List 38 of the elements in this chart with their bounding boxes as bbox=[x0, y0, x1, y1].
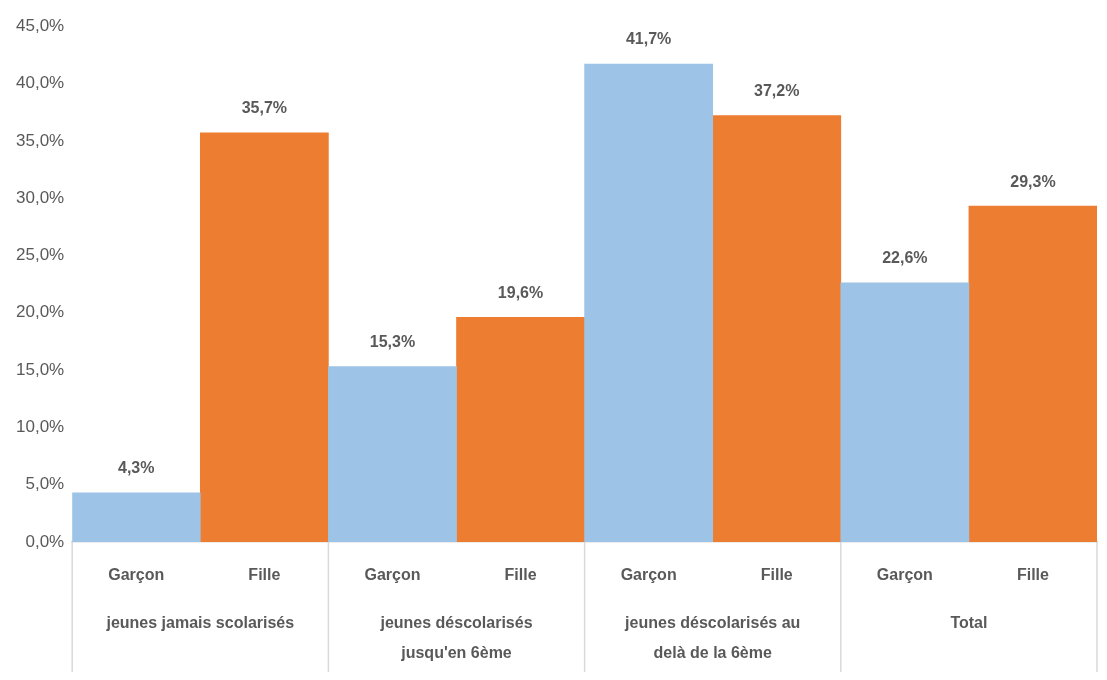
text: Garçon bbox=[876, 566, 933, 584]
x-tick-label: Total bbox=[950, 614, 988, 632]
x-tick-label: jeunes déscolarisés au delà de la 6ème bbox=[624, 614, 801, 662]
bar bbox=[72, 492, 201, 542]
bar bbox=[968, 205, 1097, 542]
data-label: 19,6% bbox=[497, 283, 544, 301]
bar bbox=[584, 63, 714, 542]
y-tick-label: 20,0% bbox=[16, 302, 65, 322]
y-tick-label: 5,0% bbox=[25, 474, 65, 494]
data-label: 4,3% bbox=[118, 459, 155, 477]
text: Fille bbox=[1016, 566, 1049, 584]
text: Fille bbox=[504, 566, 537, 584]
data-label: 29,3% bbox=[1010, 172, 1056, 190]
series-label: Garçon bbox=[108, 566, 165, 584]
text: Garçon bbox=[620, 566, 677, 584]
data-label: 22,6% bbox=[882, 249, 928, 267]
y-tick-label: 15,0% bbox=[16, 359, 65, 379]
data-label: 15,3% bbox=[369, 333, 416, 351]
series-label: Fille bbox=[248, 566, 281, 584]
y-tick-label: 0,0% bbox=[25, 531, 65, 551]
data-label: 35,7% bbox=[241, 99, 288, 117]
y-tick-label: 40,0% bbox=[16, 73, 65, 93]
y-tick-label: 30,0% bbox=[16, 187, 65, 207]
x-tick-label: jeunes jamais scolarisés bbox=[105, 614, 295, 632]
text: Garçon bbox=[364, 566, 421, 584]
y-tick-label: 25,0% bbox=[16, 245, 65, 265]
y-tick-label: 10,0% bbox=[16, 417, 65, 437]
y-tick-label: 45,0% bbox=[16, 15, 65, 35]
bar bbox=[456, 317, 585, 542]
bar bbox=[840, 282, 970, 542]
x-tick-label: jeunes déscolarisés jusqu'en 6ème bbox=[379, 614, 533, 662]
y-tick-label: 35,0% bbox=[16, 130, 65, 150]
bar bbox=[328, 366, 457, 542]
data-label: 41,7% bbox=[625, 30, 672, 48]
data-label: 37,2% bbox=[754, 82, 800, 100]
bar bbox=[712, 115, 842, 542]
text: Fille bbox=[760, 566, 793, 584]
bar bbox=[199, 132, 329, 542]
